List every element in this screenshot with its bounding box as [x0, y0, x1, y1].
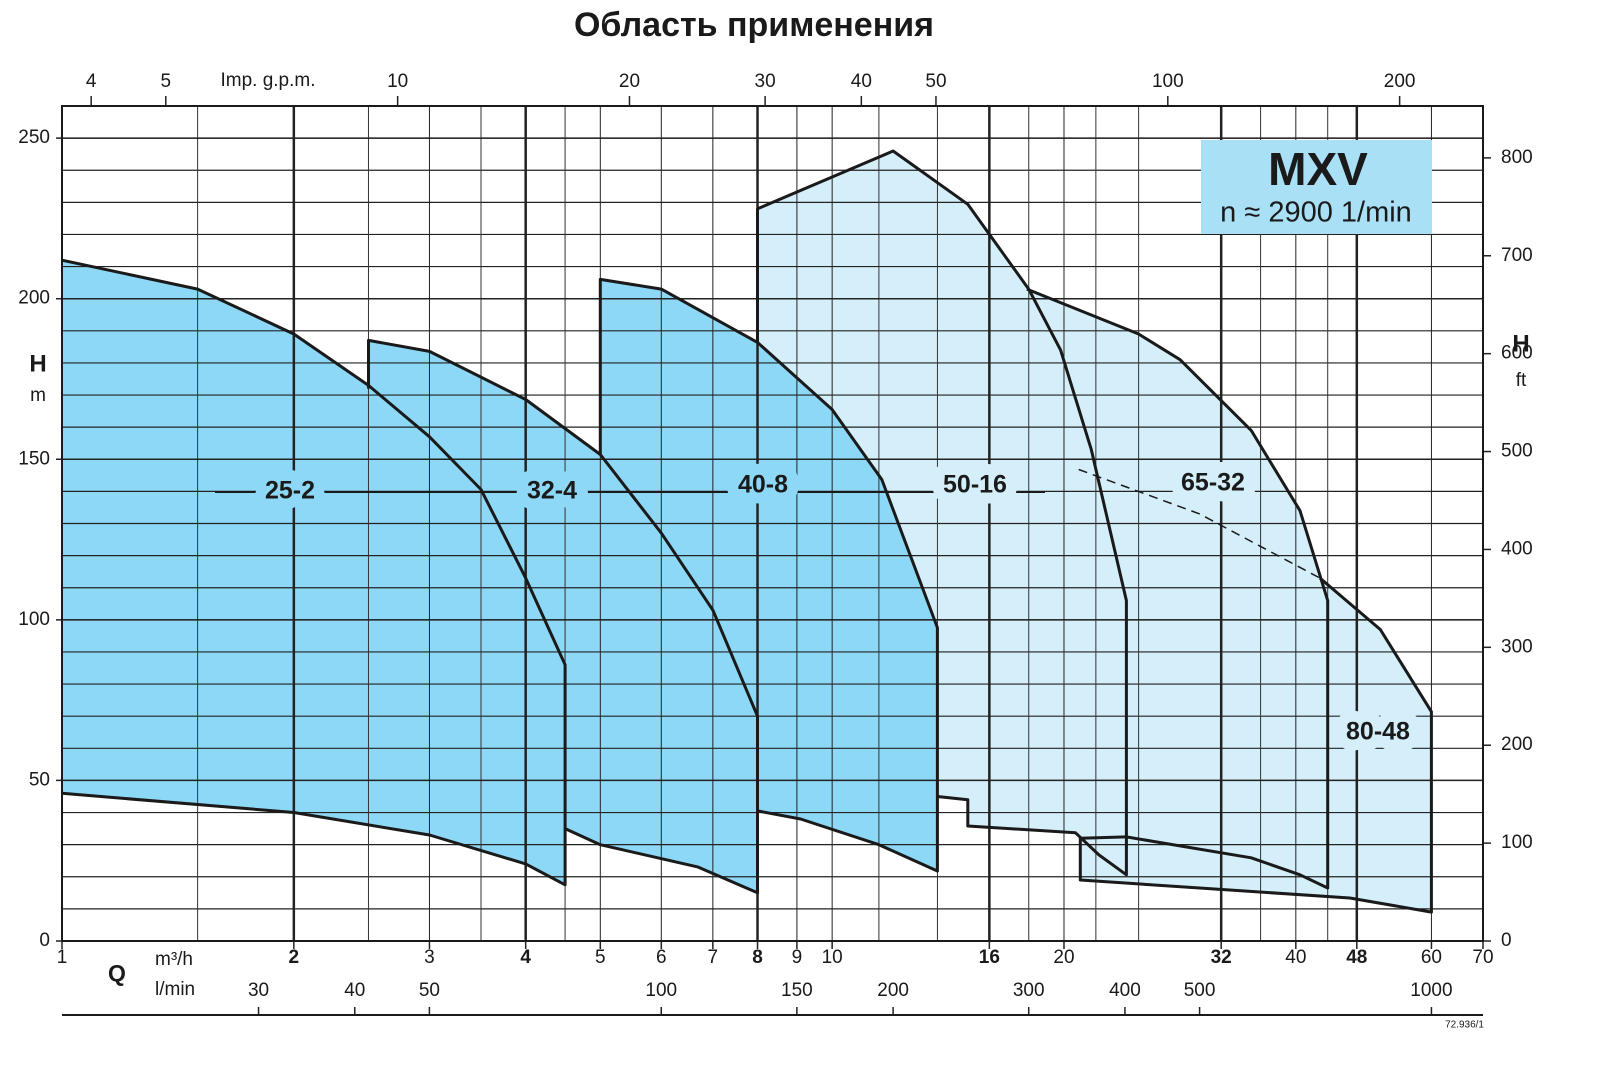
region-outline: [367, 338, 759, 895]
x2-tick-label: 40: [344, 980, 365, 1001]
region-fill: [1026, 289, 1328, 889]
x-tick-label: 32: [1211, 947, 1232, 968]
dashed-limit: [1078, 468, 1321, 579]
x3-tick-label: 4: [86, 71, 97, 92]
y2-axis-label: H: [1512, 330, 1529, 357]
x-tick-label: 16: [979, 947, 1000, 968]
x2-tick-label: 1000: [1410, 980, 1452, 1001]
region-outline: [1026, 287, 1330, 890]
region-label: 32-4: [527, 477, 577, 505]
x-tick-label: 6: [656, 947, 667, 968]
y2-tick-label: 300: [1501, 636, 1533, 657]
y-tick-label: 150: [18, 448, 50, 469]
y2-tick-label: 100: [1501, 832, 1533, 853]
x-tick-label: 9: [792, 947, 803, 968]
x-tick-label: 8: [752, 947, 763, 968]
y-tick-label: 250: [18, 127, 50, 148]
x-tick-label: 48: [1346, 947, 1367, 968]
region-fill: [62, 260, 566, 885]
x2-axis-unit: l/min: [155, 979, 195, 1000]
region-label: 25-2: [265, 477, 315, 505]
x2-tick-label: 200: [877, 980, 909, 1001]
x3-tick-label: 5: [161, 71, 172, 92]
x2-tick-label: 50: [419, 980, 440, 1001]
info-box-subtitle: n ≈ 2900 1/min: [1220, 197, 1412, 229]
fills-layer: [62, 151, 1432, 913]
x3-tick-label: 10: [387, 71, 408, 92]
x-tick-label: 2: [289, 947, 300, 968]
region-label: 40-8: [738, 471, 788, 499]
x-tick-label: 3: [424, 947, 435, 968]
x2-tick-label: 150: [781, 980, 813, 1001]
top-axis-unit: Imp. g.p.m.: [220, 70, 315, 91]
chart-title: Область применения: [574, 6, 934, 44]
region-label: 65-32: [1181, 469, 1245, 497]
region-outline: [1078, 576, 1433, 914]
x-tick-label: 5: [595, 947, 606, 968]
x-tick-label: 10: [822, 947, 843, 968]
x2-tick-label: 300: [1013, 980, 1045, 1001]
footnote: 72.936/1: [1445, 1020, 1484, 1031]
x-axis-label: Q: [108, 960, 126, 986]
y2-tick-label: 400: [1501, 538, 1533, 559]
y2-tick-label: 200: [1501, 734, 1533, 755]
x2-tick-label: 30: [248, 980, 269, 1001]
plot-frame: [61, 105, 1484, 942]
y-tick-label: 100: [18, 609, 50, 630]
x3-tick-label: 30: [755, 71, 776, 92]
region-label: 80-48: [1346, 718, 1410, 746]
outlines-layer: [61, 149, 1433, 914]
y-tick-label: 200: [18, 288, 50, 309]
x2-tick-label: 500: [1184, 980, 1216, 1001]
region-label: 50-16: [943, 471, 1007, 499]
y-axis-unit: m: [30, 385, 46, 406]
info-box-title: MXV: [1268, 143, 1368, 195]
x-tick-label: 40: [1285, 947, 1306, 968]
y-axis-label: H: [29, 350, 46, 377]
x3-tick-label: 20: [619, 71, 640, 92]
y2-tick-label: 600: [1501, 343, 1533, 364]
y2-tick-label: 500: [1501, 441, 1533, 462]
region-fill: [757, 151, 1127, 875]
x3-tick-label: 50: [925, 71, 946, 92]
x2-tick-label: 100: [645, 980, 677, 1001]
y2-tick-label: 0: [1501, 930, 1512, 951]
x-tick-label: 4: [520, 947, 531, 968]
x-tick-label: 20: [1053, 947, 1074, 968]
x-tick-label: 70: [1472, 947, 1493, 968]
x-tick-label: 1: [57, 947, 68, 968]
y2-axis-unit: ft: [1516, 370, 1527, 391]
x-tick-label: 7: [708, 947, 719, 968]
x-tick-label: 60: [1421, 947, 1442, 968]
y2-tick-label: 700: [1501, 245, 1533, 266]
x3-tick-label: 200: [1384, 71, 1416, 92]
x3-tick-label: 40: [851, 71, 872, 92]
y-tick-label: 0: [39, 930, 50, 951]
y-tick-label: 50: [29, 769, 50, 790]
info-box: [1201, 140, 1432, 234]
x-axis-unit: m³/h: [155, 949, 193, 970]
region-outline: [61, 258, 567, 887]
region-outline: [598, 277, 939, 873]
y2-tick-label: 800: [1501, 147, 1533, 168]
x3-tick-label: 100: [1152, 71, 1184, 92]
region-outline: [756, 149, 1128, 877]
x2-tick-label: 400: [1109, 980, 1141, 1001]
